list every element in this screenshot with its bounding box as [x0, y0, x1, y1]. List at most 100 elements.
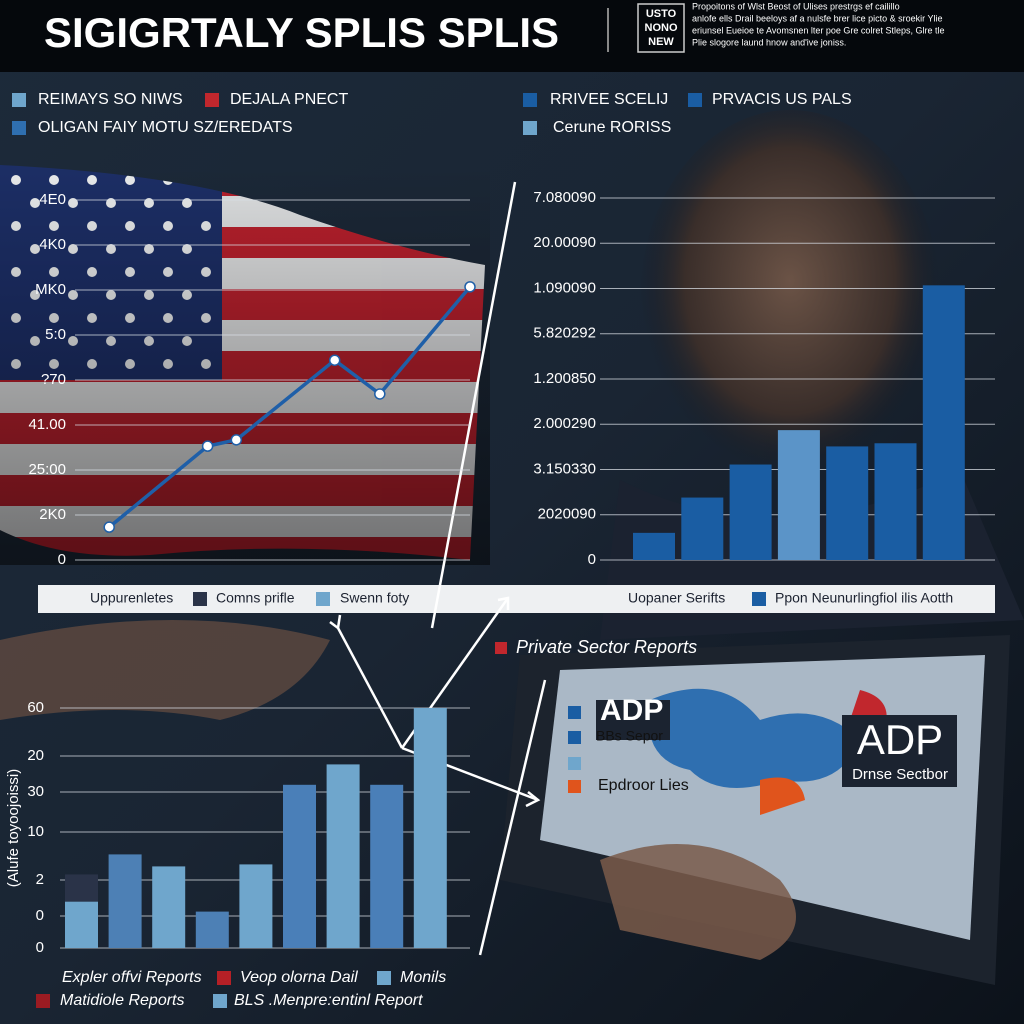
y-tick-label: ?70 — [41, 371, 66, 388]
legend-swatch — [523, 121, 537, 135]
legend-label: Expler offvi Reports — [62, 969, 202, 986]
point — [103, 521, 115, 533]
y-tick-label: 0 — [36, 907, 44, 924]
y-tick-label: 20 — [27, 747, 44, 764]
badge-subtitle: Drnse Sectbor — [852, 766, 948, 783]
legend-swatch — [377, 971, 391, 985]
legend-label: Uppurenletes — [90, 590, 173, 606]
hand — [600, 844, 796, 960]
legend-label: Uopaner Serifts — [628, 590, 725, 606]
blurb: Plie slogore laund hnow and'ive joniss. — [692, 37, 846, 47]
bar-segment — [65, 874, 98, 902]
y-tick-label: 41.00 — [28, 416, 66, 433]
y-tick-label: 0 — [36, 939, 44, 956]
hand — [0, 620, 330, 720]
swatch — [568, 757, 581, 770]
legend-label: RRIVEE SCELIJ — [550, 91, 668, 108]
legend-swatch — [205, 93, 219, 107]
legend-swatch — [213, 994, 227, 1008]
legend-swatch — [568, 706, 581, 719]
bar — [239, 864, 273, 948]
point — [328, 354, 341, 366]
bar — [633, 532, 675, 560]
legend-label: Ppon Neunurlingfiol ilis Aotth — [775, 590, 953, 606]
badge-title: ADP — [857, 716, 943, 763]
logo-text: NONO — [645, 22, 678, 34]
logo-box — [637, 3, 685, 53]
y-tick-label: 2 — [36, 871, 44, 888]
y-tick-label: 4E0 — [39, 191, 66, 208]
y-tick-label: 2020090 — [538, 506, 596, 523]
bar — [681, 497, 724, 560]
legend-label: Matidiole Reports — [60, 992, 185, 1009]
legend-swatch — [568, 731, 581, 744]
bar — [777, 430, 820, 560]
bar — [195, 911, 229, 948]
y-tick-label: 20.00090 — [533, 234, 596, 251]
point — [374, 388, 386, 400]
y-tick-label: 0 — [588, 551, 596, 568]
point — [230, 434, 243, 446]
bar — [152, 866, 186, 948]
y-tick-label: 1.200850 — [533, 370, 596, 387]
y-tick-label: 7.080090 — [533, 189, 596, 206]
legend-swatch — [568, 780, 581, 793]
legend-swatch — [193, 592, 207, 606]
y-tick-label: 2K0 — [39, 506, 66, 523]
legend-label: Comns prifle — [216, 590, 295, 606]
y-tick-label: 5:0 — [45, 326, 66, 343]
flag-shade — [0, 165, 490, 565]
legend-label: PRVACIS US PALS — [712, 91, 852, 108]
y-tick-label: 1.090090 — [533, 279, 596, 296]
legend-swatch — [36, 994, 50, 1008]
bar — [826, 446, 869, 560]
legend-swatch — [12, 93, 26, 107]
y-tick-label: MK0 — [35, 281, 66, 298]
bar — [922, 285, 965, 560]
y-tick-label: 0 — [58, 551, 66, 568]
legend-swatch — [752, 592, 766, 606]
legend-label: Monils — [400, 969, 446, 986]
logo-text: NEW — [648, 36, 674, 48]
title: SIGIGRTALY SPLIS SPLIS — [44, 9, 559, 56]
map-region — [760, 777, 805, 815]
legend-swatch — [688, 93, 702, 107]
legend-label: OLIGAN FAIY MOTU SZ/EREDATS — [38, 119, 293, 136]
legend-label: REIMAYS SO NIWS — [38, 91, 183, 108]
legend-label: Veop olorna Dail — [240, 969, 358, 986]
legend-label: BLS .Menpre:entinl Report — [234, 992, 423, 1009]
blurb: eriunsel Eueioe te Avomsnen lter poe Gre… — [692, 25, 944, 35]
tablet-label: ADP — [600, 694, 663, 727]
blurb: Propoitons of Wlst Beost of Ulises prest… — [692, 1, 900, 11]
legend-swatch — [523, 93, 537, 107]
legend-swatch — [217, 971, 231, 985]
bar — [370, 784, 404, 948]
blurb: anlofe ells Drail beeloys af a nulsfe br… — [692, 13, 942, 23]
person-face — [640, 110, 940, 490]
y-tick-label: 2.000290 — [533, 415, 596, 432]
point — [201, 440, 214, 452]
y-tick-label: 60 — [27, 699, 44, 716]
badge — [842, 715, 957, 787]
legend-swatch — [12, 121, 26, 135]
bar — [729, 464, 772, 560]
y-tick-label: 3.150330 — [533, 460, 596, 477]
logo-text: USTO — [646, 8, 677, 20]
legend-label: DEJALA PNECT — [230, 91, 348, 108]
point — [464, 281, 476, 293]
line — [108, 285, 472, 529]
bar — [283, 784, 316, 948]
map-region — [648, 688, 860, 788]
y-tick-label: 10 — [27, 823, 44, 840]
y-tick-label: 30 — [27, 783, 44, 800]
y-tick-label: 5.820292 — [533, 325, 596, 342]
legend-label: Swenn foty — [340, 590, 409, 606]
tablet-label: Epdroor Lies — [598, 777, 689, 794]
y-tick-label: 4K0 — [39, 236, 66, 253]
tablet-heading: Private Sector Reports — [516, 637, 697, 657]
bar — [326, 764, 360, 948]
bar — [413, 708, 447, 948]
header-bar — [0, 0, 1024, 72]
